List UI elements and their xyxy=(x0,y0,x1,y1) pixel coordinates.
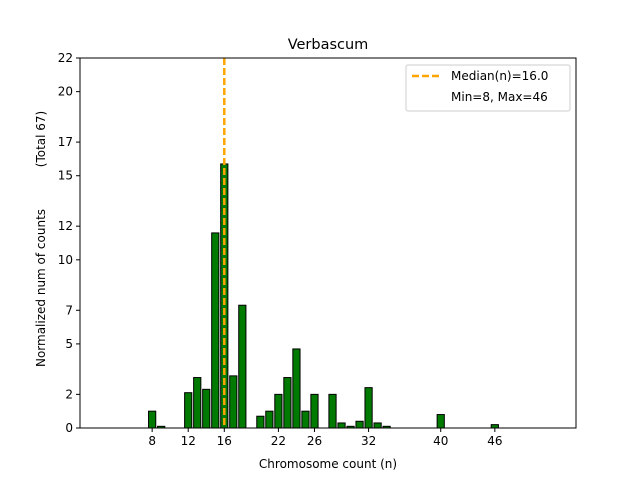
bar-n28 xyxy=(328,393,337,429)
bar-n8 xyxy=(148,410,157,429)
legend-range-label: Min=8, Max=46 xyxy=(451,90,548,104)
y-tick-label: 7 xyxy=(65,303,73,317)
x-tick-label: 8 xyxy=(148,434,156,448)
y-tick-label: 15 xyxy=(58,169,73,183)
y-tick-label: 2 xyxy=(65,387,73,401)
x-tick-label: 40 xyxy=(433,434,448,448)
y-tick-label: 5 xyxy=(65,337,73,351)
y-tick-label: 0 xyxy=(65,421,73,435)
chart-title: Verbascum xyxy=(288,37,369,53)
y-axis-ticks: 0 2 5 7 10 12 15 17 20 22 xyxy=(58,51,80,435)
bar-n26 xyxy=(310,393,319,429)
bar-n14 xyxy=(202,388,211,429)
x-tick-label: 32 xyxy=(361,434,376,448)
bar-n20 xyxy=(256,415,265,429)
bar-n24 xyxy=(292,348,301,429)
bar-n33 xyxy=(373,422,382,429)
bar-n29 xyxy=(337,422,346,429)
x-axis-ticks: 8 12 16 22 26 32 40 46 xyxy=(148,428,502,448)
bar-n15 xyxy=(211,232,220,429)
y-axis-label: Normalized num of counts xyxy=(34,209,48,367)
bar-n32 xyxy=(364,387,373,429)
bar-n21 xyxy=(265,410,274,429)
bar-n12 xyxy=(184,392,193,429)
bar-n22 xyxy=(274,393,283,429)
bar-n23 xyxy=(283,377,292,429)
legend-box xyxy=(405,64,571,112)
x-tick-label: 12 xyxy=(181,434,196,448)
bar-n40 xyxy=(436,414,445,429)
x-tick-label: 46 xyxy=(487,434,502,448)
bar-n25 xyxy=(301,410,310,429)
x-tick-label: 22 xyxy=(271,434,286,448)
bar-n13 xyxy=(193,377,202,429)
legend-median-label: Median(n)=16.0 xyxy=(451,69,548,83)
x-axis-label: Chromosome count (n) xyxy=(259,457,397,471)
bar-n17 xyxy=(229,375,238,429)
bar-n18 xyxy=(238,304,247,429)
plot-frame xyxy=(79,57,577,429)
y-tick-label: 10 xyxy=(58,253,73,267)
y-tick-label: 22 xyxy=(58,51,73,65)
y-tick-label: 12 xyxy=(58,219,73,233)
y-tick-label: 20 xyxy=(58,85,73,99)
bar-n46 xyxy=(490,424,499,429)
legend: Median(n)=16.0 Min=8, Max=46 xyxy=(405,64,571,112)
y-tick-label: 17 xyxy=(58,135,73,149)
x-tick-label: 26 xyxy=(307,434,322,448)
bar-n31 xyxy=(355,420,364,429)
y-axis-total-label: (Total 67) xyxy=(34,111,48,167)
x-tick-label: 16 xyxy=(217,434,232,448)
